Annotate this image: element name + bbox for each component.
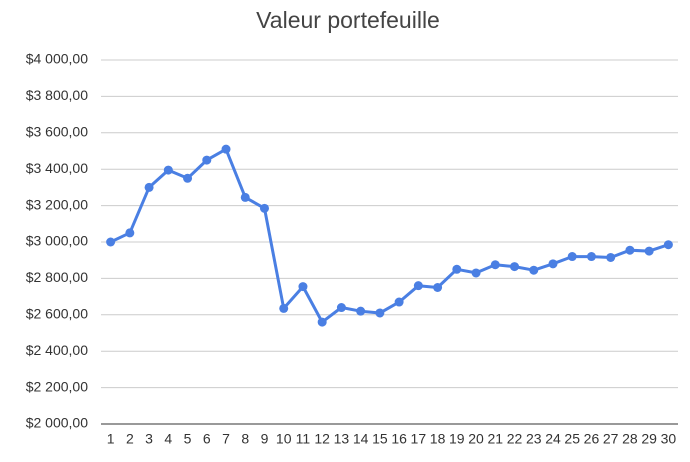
point: [644, 246, 654, 256]
point: [336, 303, 346, 313]
point: [490, 260, 500, 270]
x-tick-label: 27: [603, 431, 619, 447]
x-tick-label: 7: [222, 431, 230, 447]
x-tick-label: 5: [184, 431, 192, 447]
x-tick-label: 16: [391, 431, 407, 447]
point: [471, 268, 481, 278]
y-tick-label: $2 600,00: [26, 306, 88, 322]
point: [183, 173, 193, 183]
point: [375, 308, 385, 318]
chart-title: Valeur portefeuille: [256, 7, 440, 33]
y-tick-label: $2 800,00: [26, 269, 88, 285]
y-tick-label: $2 000,00: [26, 415, 88, 431]
x-tick-label: 13: [334, 431, 350, 447]
y-tick-label: $4 000,00: [26, 51, 88, 67]
x-tick-label: 23: [526, 431, 542, 447]
point: [394, 297, 404, 307]
x-tick-label: 12: [314, 431, 330, 447]
x-tick-label: 21: [487, 431, 503, 447]
point: [567, 252, 577, 262]
point: [317, 317, 327, 327]
y-tick-label: $3 800,00: [26, 87, 88, 103]
x-tick-label: 2: [126, 431, 134, 447]
point: [202, 155, 212, 165]
point: [413, 281, 423, 291]
x-tick-label: 4: [164, 431, 172, 447]
x-tick-label: 18: [430, 431, 446, 447]
point: [663, 240, 673, 250]
x-tick-label: 6: [203, 431, 211, 447]
line: [109, 147, 669, 324]
point: [298, 282, 308, 292]
point: [510, 262, 520, 272]
point: [529, 265, 539, 275]
x-tick-label: 1: [107, 431, 115, 447]
point: [625, 245, 635, 255]
point: [356, 306, 366, 316]
point: [279, 303, 289, 313]
x-tick-label: 14: [353, 431, 369, 447]
x-tick-label: 22: [507, 431, 523, 447]
point: [221, 144, 231, 154]
x-tick-label: 20: [468, 431, 484, 447]
y-tick-label: $3 000,00: [26, 233, 88, 249]
y-tick-label: $2 200,00: [26, 378, 88, 394]
x-tick-label: 3: [145, 431, 153, 447]
x-tick-label: 29: [641, 431, 657, 447]
x-tick-label: 30: [661, 431, 677, 447]
y-tick-label: $2 400,00: [26, 342, 88, 358]
point: [452, 264, 462, 274]
x-tick-label: 17: [411, 431, 427, 447]
point: [125, 228, 135, 238]
x-tick-label: 8: [241, 431, 249, 447]
x-tick-label: 25: [564, 431, 580, 447]
point: [259, 203, 269, 213]
x-tick-label: 10: [276, 431, 292, 447]
x-tick-label: 24: [545, 431, 561, 447]
point: [606, 252, 616, 262]
x-tick-label: 11: [296, 431, 311, 447]
point: [106, 237, 116, 247]
point: [163, 165, 173, 175]
point: [548, 259, 558, 269]
point: [144, 182, 154, 192]
point: [586, 252, 596, 262]
point: [433, 283, 443, 292]
x-tick-label: 15: [372, 431, 388, 447]
y-tick-label: $3 600,00: [26, 124, 88, 140]
x-tick-label: 28: [622, 431, 638, 447]
y-tick-label: $3 200,00: [26, 196, 88, 212]
x-tick-label: 19: [449, 431, 465, 447]
y-tick-label: $3 400,00: [26, 160, 88, 176]
point: [240, 192, 250, 202]
x-tick-label: 9: [261, 431, 269, 447]
x-tick-label: 26: [584, 431, 600, 447]
